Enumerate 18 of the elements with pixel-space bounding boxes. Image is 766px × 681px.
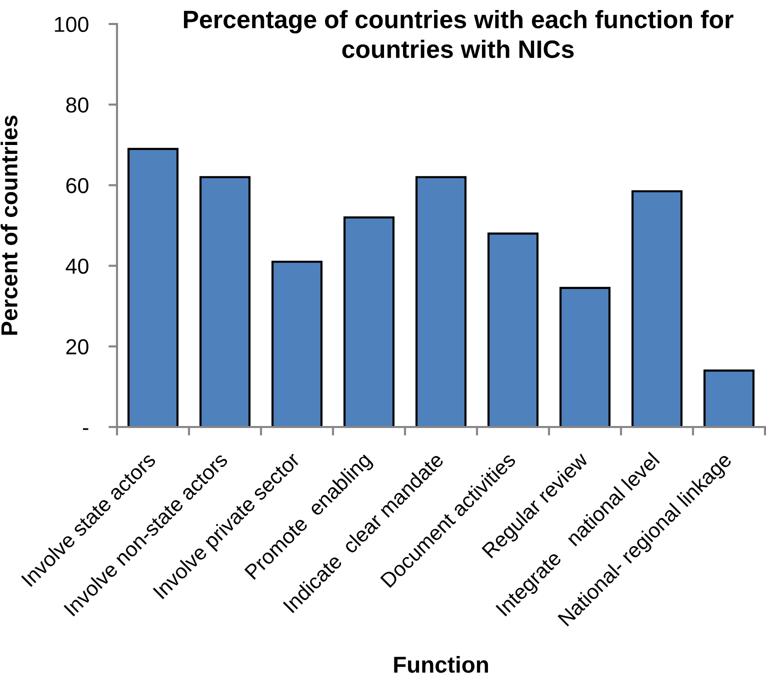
y-tick-label: 100 — [54, 16, 88, 32]
chart-title: Percentage of countries with each function for countries with NICs — [184, 10, 734, 58]
bar — [631, 190, 683, 427]
bar — [703, 370, 755, 427]
y-tick-label: 20 — [66, 339, 88, 354]
y-tick-label: 40 — [66, 258, 88, 274]
bar — [559, 286, 611, 427]
y-axis-title: Percent of countries — [0, 116, 18, 335]
y-tick-label: 60 — [66, 178, 88, 194]
bar — [271, 260, 323, 427]
bar — [487, 232, 539, 427]
bar — [127, 148, 179, 427]
x-axis-title: Function — [394, 656, 488, 673]
bar — [415, 176, 467, 427]
bar — [343, 216, 395, 427]
y-tick-label: 80 — [66, 97, 88, 113]
y-tick-label: - — [83, 428, 88, 430]
bar — [199, 176, 251, 427]
